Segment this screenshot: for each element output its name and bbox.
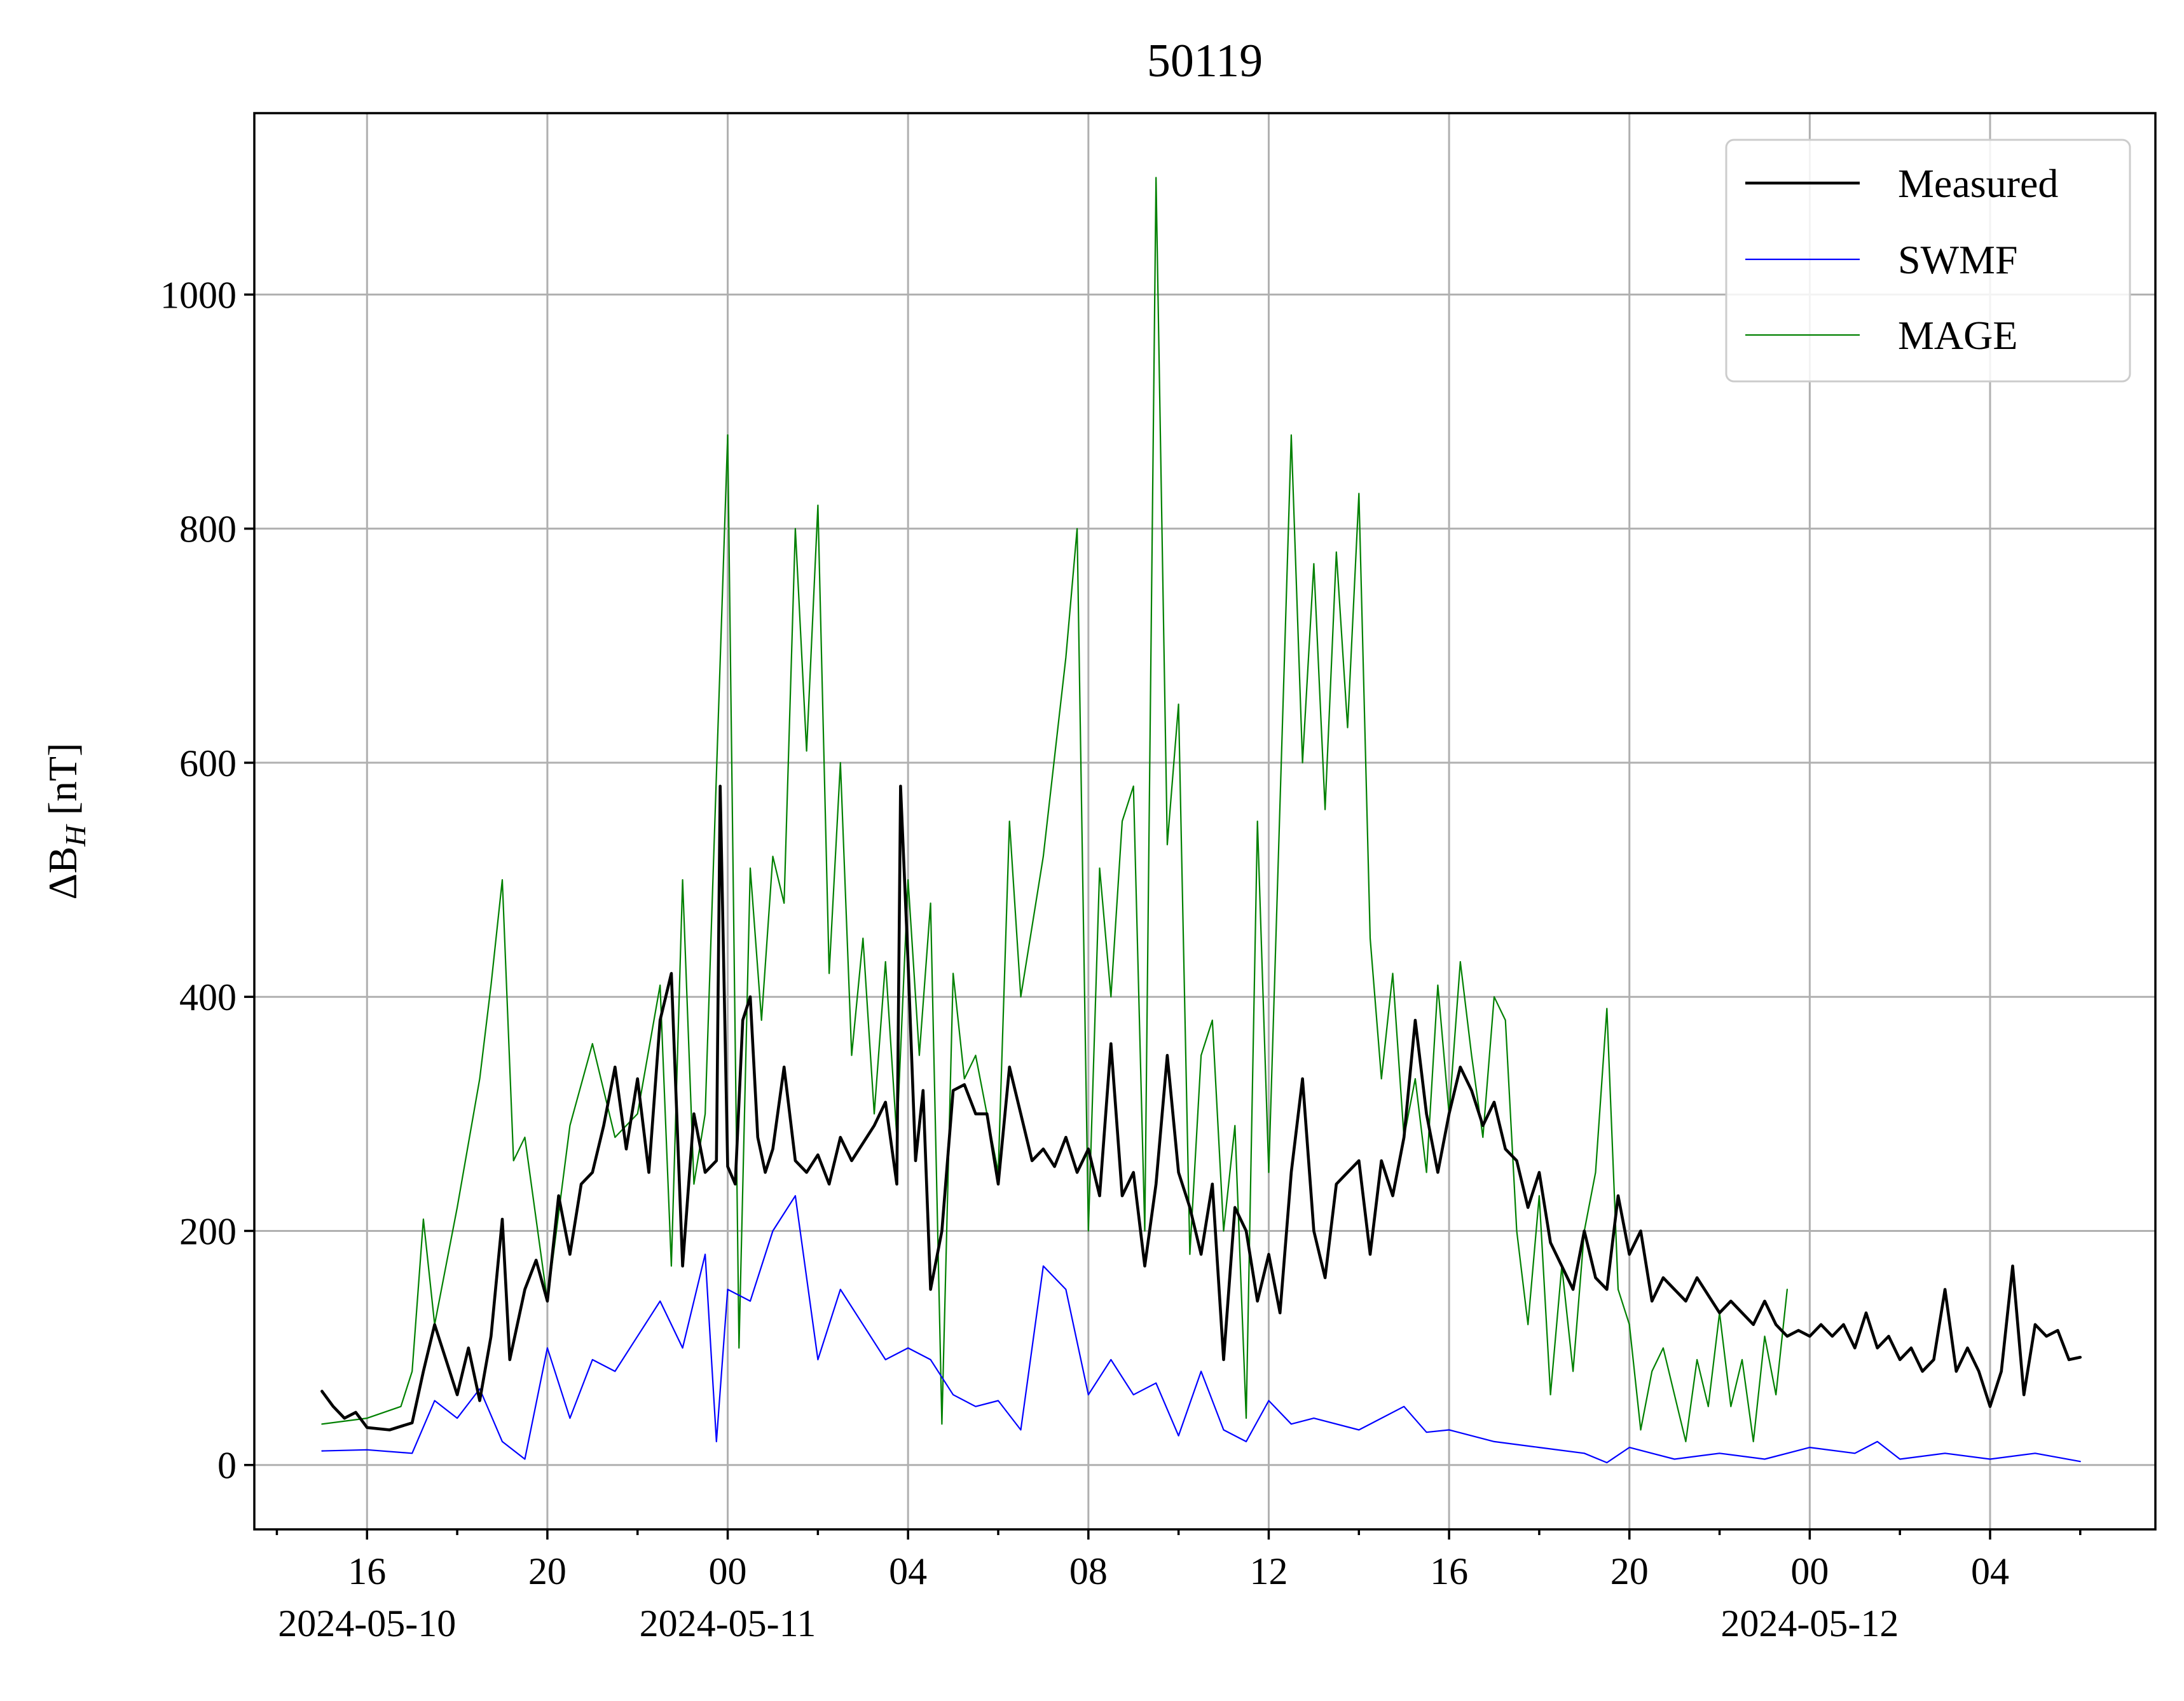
- x-tick-date-label: 2024-05-10: [278, 1602, 456, 1644]
- y-tick-label: 800: [179, 509, 237, 550]
- x-tick-label: 04: [1971, 1550, 2009, 1592]
- series-line-mage: [321, 177, 1788, 1442]
- y-tick-label: 400: [179, 976, 237, 1018]
- series-line-measured: [320, 784, 2082, 1431]
- y-tick-label: 600: [179, 742, 237, 784]
- y-tick-label: 0: [217, 1445, 237, 1487]
- plot-frame: [253, 112, 2157, 1531]
- legend: Measured SWMF MAGE: [1725, 139, 2131, 383]
- legend-label-measured: Measured: [1898, 161, 2058, 206]
- x-tick-date-label: 2024-05-11: [640, 1602, 816, 1644]
- x-tick-label: 08: [1069, 1550, 1108, 1592]
- y-axis-label-unit: [nT]: [40, 743, 85, 826]
- x-tick-date-label: 2024-05-12: [1720, 1602, 1899, 1644]
- legend-label-mage: MAGE: [1898, 313, 2017, 358]
- y-axis-label-main: ΔB: [40, 847, 85, 900]
- x-tick-label: 00: [1790, 1550, 1829, 1592]
- y-axis-label: ΔBH [nT]: [40, 743, 92, 900]
- x-tick-label: 20: [1611, 1550, 1649, 1592]
- y-tick-label: 1000: [160, 274, 237, 316]
- x-tick-label: 16: [1430, 1550, 1468, 1592]
- x-tick-label: 16: [348, 1550, 386, 1592]
- x-tick-label: 12: [1249, 1550, 1288, 1592]
- series-layer: [320, 177, 2082, 1464]
- y-tick-label: 200: [179, 1210, 237, 1252]
- legend-label-swmf: SWMF: [1898, 237, 2018, 282]
- y-axis-label-subscript: H: [59, 824, 92, 847]
- x-tick-label: 20: [528, 1550, 567, 1592]
- chart-title: 50119: [1147, 35, 1263, 87]
- legend-box: [1725, 139, 2131, 383]
- series-line-swmf: [321, 1195, 2081, 1464]
- x-tick-label: 04: [889, 1550, 927, 1592]
- x-tick-label: 00: [709, 1550, 747, 1592]
